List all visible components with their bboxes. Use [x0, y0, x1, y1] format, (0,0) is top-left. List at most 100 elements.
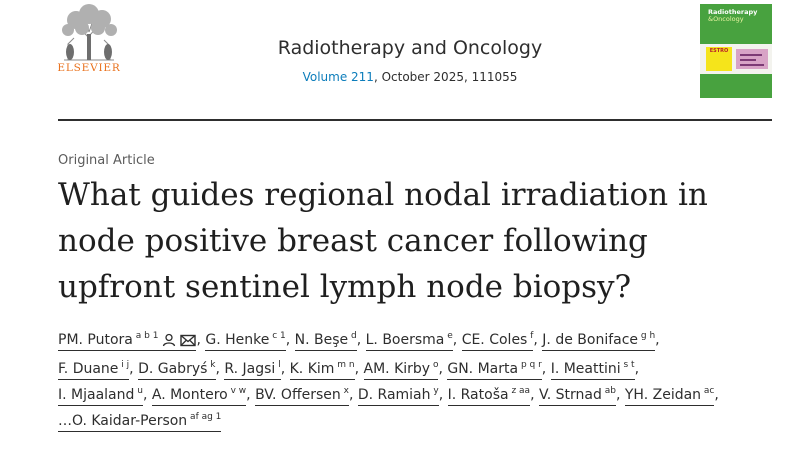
- author-separator: ,: [348, 387, 358, 403]
- author-separator: ,: [129, 361, 139, 377]
- elsevier-tree-logo[interactable]: [54, 4, 124, 62]
- affiliation-sup: g h: [638, 331, 656, 341]
- article-title: What guides regional nodal irradiation i…: [58, 172, 778, 310]
- affiliation-sup: k: [207, 360, 216, 370]
- author-name: I. Meattini: [550, 361, 621, 377]
- author-name: A. Montero: [151, 387, 228, 403]
- author-link[interactable]: R. Jagsi l: [224, 360, 281, 380]
- issue-date-article-number: , October 2025, 111055: [373, 70, 518, 84]
- author-separator: ,: [215, 361, 225, 377]
- author-separator: ,: [246, 387, 256, 403]
- author-separator: ,: [438, 361, 448, 377]
- author-link[interactable]: CE. Coles f: [461, 331, 534, 351]
- author-name: J. de Boniface: [542, 332, 639, 348]
- author-name: PM. Putora: [58, 332, 133, 348]
- journal-cover-thumbnail[interactable]: Radiotherapy &Oncology ESTRO: [700, 4, 772, 98]
- author-line: F. Duane i j, D. Gabryś k, R. Jagsi l, K…: [58, 356, 770, 382]
- affiliation-sup: u: [134, 386, 143, 396]
- author-link[interactable]: K. Kim m n: [289, 360, 355, 380]
- affiliation-sup: o: [430, 360, 439, 370]
- author-link[interactable]: A. Montero v w: [151, 386, 247, 406]
- affiliation-sup: y: [430, 386, 439, 396]
- author-link[interactable]: BV. Offersen x: [255, 387, 349, 406]
- author-name: D. Gabryś: [138, 361, 208, 377]
- author-link[interactable]: YH. Zeidan ac: [624, 386, 715, 406]
- affiliation-sup: f: [527, 331, 534, 341]
- title-line: node positive breast cancer following: [58, 223, 648, 259]
- affiliation-sup: m n: [334, 360, 355, 370]
- author-link[interactable]: PM. Putora a b 1: [58, 331, 197, 351]
- author-link[interactable]: D. Gabryś k: [138, 360, 216, 380]
- author-separator: ,: [285, 332, 295, 348]
- affiliation-sup: ac: [701, 386, 715, 396]
- author-name: V. Strnad: [538, 387, 602, 403]
- affiliation-sup: z aa: [508, 386, 531, 396]
- author-separator: ,: [354, 361, 364, 377]
- mail-icon[interactable]: [180, 330, 197, 356]
- author-link[interactable]: N. Beşe d: [294, 331, 357, 351]
- person-icon[interactable]: [162, 330, 176, 356]
- author-link[interactable]: G. Henke c 1: [205, 331, 286, 351]
- author-separator: ,: [655, 332, 660, 348]
- author-name: R. Jagsi: [224, 361, 276, 377]
- affiliation-sup: p q r: [518, 360, 542, 370]
- author-separator: ,: [533, 332, 543, 348]
- author-name: D. Ramiah: [357, 387, 431, 403]
- author-name: GN. Marta: [447, 361, 519, 377]
- author-name: G. Henke: [205, 332, 270, 348]
- title-line: What guides regional nodal irradiation i…: [58, 177, 708, 213]
- cover-title: Radiotherapy &Oncology: [708, 8, 758, 23]
- author-name: BV. Offersen: [255, 387, 341, 403]
- affiliation-sup: i j: [118, 360, 130, 370]
- cover-graphic: [736, 49, 768, 69]
- cover-badge: ESTRO: [706, 47, 732, 71]
- author-name: I. Ratoša: [447, 387, 509, 403]
- author-separator: ,: [452, 332, 462, 348]
- author-name: N. Beşe: [294, 332, 349, 348]
- author-link[interactable]: J. de Boniface g h: [542, 331, 656, 351]
- author-line: …O. Kaidar-Person af ag 1: [58, 408, 770, 434]
- affiliation-sup: e: [444, 331, 453, 341]
- author-name: K. Kim: [289, 361, 335, 377]
- author-list: PM. Putora a b 1, G. Henke c 1, N. Beşe …: [58, 327, 770, 434]
- author-line: I. Mjaaland u, A. Montero v w, BV. Offer…: [58, 382, 770, 408]
- author-name: AM. Kirby: [363, 361, 431, 377]
- author-separator: ,: [196, 332, 206, 348]
- author-link[interactable]: V. Strnad ab: [538, 387, 616, 406]
- author-link[interactable]: D. Ramiah y: [357, 386, 439, 406]
- author-name: I. Mjaaland: [58, 387, 135, 403]
- author-name: F. Duane: [58, 361, 119, 377]
- author-link[interactable]: AM. Kirby o: [363, 360, 439, 380]
- author-name: L. Boersma: [365, 332, 445, 348]
- author-separator: ,: [615, 387, 625, 403]
- author-name: …O. Kaidar-Person: [58, 413, 188, 429]
- affiliation-sup: c 1: [269, 331, 286, 341]
- publisher-name: ELSEVIER: [57, 62, 121, 74]
- author-separator: ,: [356, 332, 366, 348]
- author-separator: ,: [530, 387, 539, 403]
- volume-link[interactable]: Volume 211: [302, 70, 374, 84]
- affiliation-sup: af ag 1: [187, 412, 222, 422]
- author-separator: ,: [714, 387, 719, 403]
- affiliation-sup: s t: [620, 360, 635, 370]
- header-divider: [58, 119, 772, 121]
- affiliation-sup: l: [275, 360, 281, 370]
- author-name: YH. Zeidan: [624, 387, 702, 403]
- article-type: Original Article: [58, 153, 155, 168]
- author-link[interactable]: GN. Marta p q r: [447, 360, 542, 380]
- author-link[interactable]: I. Meattini s t: [550, 360, 635, 380]
- author-link[interactable]: …O. Kaidar-Person af ag 1: [58, 412, 222, 432]
- affiliation-sup: a b 1: [132, 331, 159, 341]
- volume-info: Volume 211, October 2025, 111055: [240, 70, 580, 84]
- author-line: PM. Putora a b 1, G. Henke c 1, N. Beşe …: [58, 327, 770, 356]
- journal-title[interactable]: Radiotherapy and Oncology: [277, 37, 543, 59]
- author-link[interactable]: I. Mjaaland u: [58, 387, 143, 406]
- affiliation-sup: x: [340, 386, 349, 396]
- affiliation-sup: v w: [227, 386, 247, 396]
- title-line: upfront sentinel lymph node biopsy?: [58, 269, 632, 305]
- affiliation-sup: d: [348, 331, 357, 341]
- author-link[interactable]: I. Ratoša z aa: [447, 386, 531, 406]
- author-separator: ,: [634, 361, 640, 377]
- author-link[interactable]: L. Boersma e: [365, 331, 453, 351]
- author-link[interactable]: F. Duane i j: [58, 360, 130, 380]
